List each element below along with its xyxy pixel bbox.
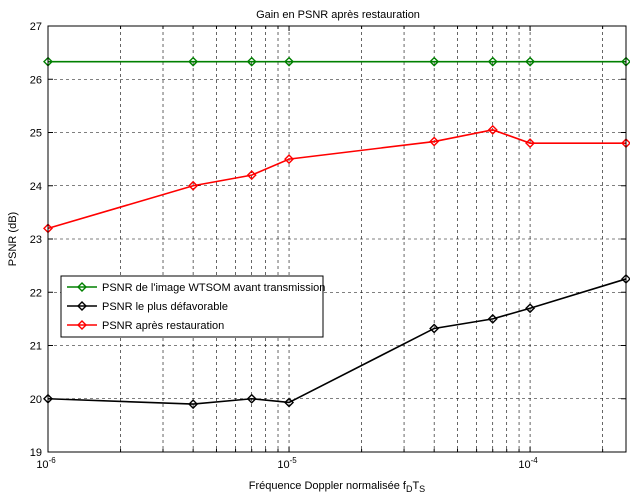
data-point [525, 303, 536, 314]
y-tick-label: 26 [30, 74, 42, 86]
x-axis-label-t: T [412, 480, 419, 492]
data-point [188, 399, 199, 410]
x-axis-label: Fréquence Doppler normalisée fDTS [249, 480, 425, 494]
series-2 [43, 273, 630, 410]
series-line [47, 278, 627, 405]
plot-frame [47, 25, 627, 453]
data-point [246, 56, 257, 67]
x-axis-label-main: Fréquence Doppler normalisée f [249, 480, 407, 492]
data-point [487, 56, 498, 67]
legend-label: PSNR après restauration [102, 320, 224, 332]
y-axis-label: PSNR (dB) [7, 212, 19, 266]
x-tick-label-exp: -5 [290, 456, 298, 465]
legend-label: PSNR de l'image WTSOM avant transmission [102, 282, 325, 294]
y-tick-label: 21 [30, 341, 42, 353]
chart-title: Gain en PSNR après restauration [256, 9, 420, 21]
x-tick-label-base: 10 [518, 459, 530, 471]
data-point [284, 154, 295, 165]
legend: PSNR de l'image WTSOM avant transmission… [60, 275, 325, 338]
x-tick-label-base: 10 [277, 459, 289, 471]
legend-label: PSNR le plus défavorable [102, 301, 228, 313]
data-point [525, 56, 536, 67]
data-point [188, 56, 199, 67]
data-point [284, 397, 295, 408]
series-line [47, 129, 626, 230]
legend-marker [77, 301, 87, 311]
x-tick-label-exp: -4 [531, 456, 539, 465]
x-axis-label-sub-s: S [419, 484, 425, 494]
data-point [429, 56, 440, 67]
data-point [487, 313, 498, 324]
data-point [284, 56, 295, 67]
y-tick-label: 27 [30, 21, 42, 33]
x-tick-label: 10-5 [277, 456, 297, 471]
y-tick-label: 19 [30, 447, 42, 459]
x-tick-label: 10-6 [36, 456, 56, 471]
x-tick-label-base: 10 [36, 459, 48, 471]
data-point [525, 138, 536, 149]
y-tick-label: 22 [30, 287, 42, 299]
x-tick-labels: 10-6 10-5 10-4 [36, 456, 538, 471]
series-3 [43, 124, 630, 234]
x-tick-label: 10-4 [518, 456, 538, 471]
data-point [246, 393, 257, 404]
y-tick-label: 24 [30, 181, 42, 193]
data-point [429, 136, 440, 147]
legend-marker [77, 282, 87, 292]
x-axis-label-sub-d: D [406, 484, 413, 494]
y-tick-label: 25 [30, 128, 42, 140]
grid-lines [47, 25, 626, 453]
data-point [246, 170, 257, 181]
x-tick-label-exp: -6 [49, 456, 57, 465]
data-point [429, 323, 440, 334]
y-tick-label: 23 [30, 234, 42, 246]
legend-marker [77, 320, 87, 330]
y-tick-label: 20 [30, 394, 42, 406]
data-point [487, 124, 498, 135]
data-point [188, 180, 199, 191]
legend-box [60, 275, 324, 338]
y-tick-labels: 19 20 21 22 23 24 25 26 27 [30, 21, 42, 459]
